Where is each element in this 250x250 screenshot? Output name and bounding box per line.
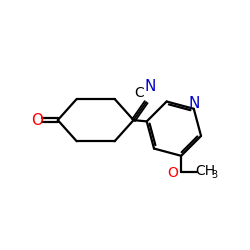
Text: N: N <box>145 79 156 94</box>
Text: O: O <box>32 112 44 128</box>
Text: 3: 3 <box>211 170 217 180</box>
Text: C: C <box>135 86 144 100</box>
Text: O: O <box>167 166 178 180</box>
Text: CH: CH <box>195 164 215 178</box>
Text: N: N <box>188 96 200 111</box>
